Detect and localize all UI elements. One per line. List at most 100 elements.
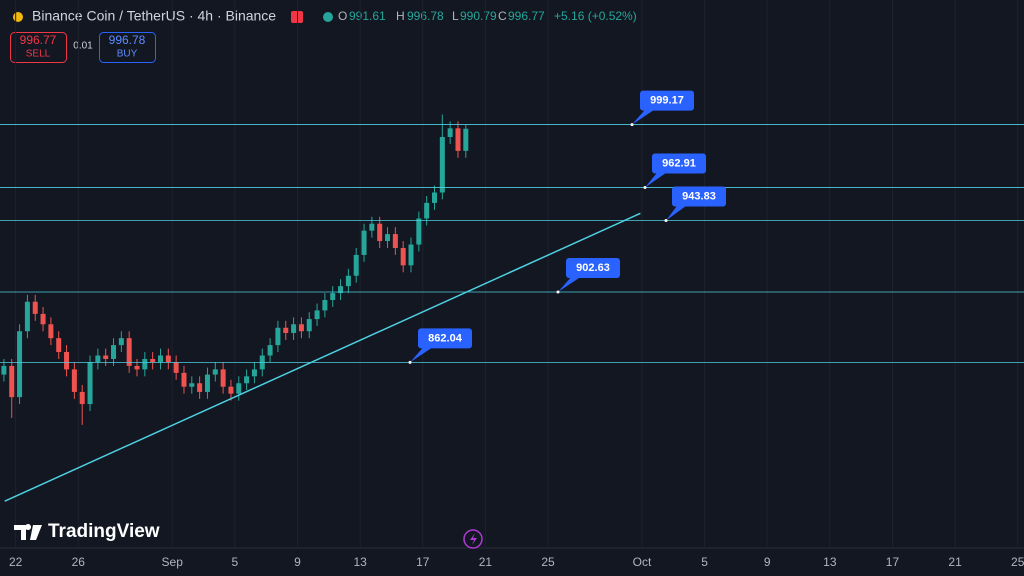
x-tick-label: 13 (353, 555, 367, 569)
candle-body (40, 313, 46, 325)
candle-body (165, 355, 171, 363)
replay-icon[interactable] (463, 529, 483, 549)
candle-body (267, 345, 273, 356)
trendline (4, 212, 641, 502)
candle-body (87, 362, 93, 405)
candle-body (126, 338, 132, 366)
ohlc-value: 996.78 (407, 9, 444, 23)
candle-body (111, 345, 117, 359)
candle-body (204, 374, 210, 392)
candle-body (1, 365, 7, 375)
candle-body (173, 362, 179, 373)
x-tick-label: 26 (72, 555, 86, 569)
ohlc-value: 991.61 (349, 9, 386, 23)
candle-body (377, 223, 383, 242)
status-dot (323, 12, 333, 22)
candle-body (48, 324, 54, 339)
x-tick-label: 17 (886, 555, 900, 569)
candle-body (79, 391, 85, 405)
candle-body (157, 355, 163, 363)
candle-body (56, 338, 62, 353)
ohlc-label: H (396, 9, 405, 23)
label-box (566, 257, 620, 278)
candle-body (142, 358, 148, 370)
ohlc-label: C (498, 9, 507, 23)
label-text: 902.63 (576, 262, 610, 274)
symbol: Binance Coin / TetherUS · 4h · Binance (32, 8, 276, 24)
candle-body (220, 369, 226, 387)
level-label: 999.17 (630, 90, 694, 127)
buy-button[interactable] (99, 32, 156, 63)
label-anchor (556, 290, 560, 294)
candle-body (189, 383, 195, 387)
candle-body (95, 355, 101, 363)
candle-body (251, 369, 257, 377)
label-pointer (558, 275, 582, 292)
trade-buttons: 996.77 SELL 0.01 996.78 BUY (10, 32, 156, 63)
buy-label: BUY (117, 49, 138, 60)
candle-body (298, 324, 304, 332)
candle-body (392, 234, 398, 248)
x-tick-label: 22 (9, 555, 23, 569)
label-box (672, 186, 726, 207)
level-label: 962.91 (643, 153, 706, 189)
candle-body (345, 275, 351, 287)
x-tick-label: 5 (701, 555, 708, 569)
watermark-logo (14, 524, 42, 540)
label-box (652, 153, 706, 174)
level-label: 862.04 (408, 328, 472, 364)
buy-price: 996.78 (109, 33, 146, 47)
candle-body (463, 128, 469, 151)
label-text: 962.91 (662, 157, 696, 169)
ohlc-value: 996.77 (508, 9, 545, 23)
spread: 0.01 (73, 41, 93, 52)
x-tick-label: 9 (764, 555, 771, 569)
candle-body (455, 128, 461, 151)
candle-body (400, 247, 406, 266)
level-label: 902.63 (556, 257, 620, 294)
candle-body (431, 192, 437, 203)
label-pointer (410, 346, 434, 363)
label-anchor (408, 360, 412, 364)
candle-body (306, 319, 312, 332)
sell-button[interactable] (10, 32, 67, 63)
candle-body (24, 301, 30, 332)
candle-body (330, 293, 336, 301)
candle-body (181, 372, 187, 387)
candle-body (353, 254, 359, 276)
replay-button[interactable] (463, 529, 483, 549)
ohlc-label: O (338, 9, 347, 23)
candle-body (17, 331, 23, 398)
label-pointer (666, 204, 688, 221)
label-pointer (632, 108, 656, 125)
sell-label: SELL (26, 49, 51, 60)
label-anchor (664, 219, 668, 223)
ohlc-label: L (452, 9, 459, 23)
label-anchor (630, 123, 634, 127)
candle-body (134, 365, 140, 370)
candle-body (408, 244, 414, 266)
candle-body (212, 369, 218, 375)
x-tick-label: 21 (948, 555, 962, 569)
header: Binance Coin / TetherUS · 4h · Binance O… (13, 8, 637, 24)
x-tick-label: 5 (232, 555, 239, 569)
label-pointer (645, 171, 668, 188)
x-tick-label: 17 (416, 555, 430, 569)
candle-body (32, 301, 38, 314)
candle-body (416, 218, 422, 245)
candle-body (385, 234, 391, 242)
candle-body (103, 355, 109, 359)
x-tick-label: Sep (162, 555, 184, 569)
x-tick-label: 25 (1011, 555, 1024, 569)
candle-body (447, 128, 453, 137)
x-tick-label: 9 (294, 555, 301, 569)
candle-body (150, 358, 156, 363)
replay-bolt (470, 533, 477, 545)
label-anchor (643, 185, 647, 189)
candle-body (197, 383, 203, 392)
label-box (418, 328, 472, 349)
x-tick-label: 13 (823, 555, 837, 569)
candle-body (314, 310, 320, 320)
